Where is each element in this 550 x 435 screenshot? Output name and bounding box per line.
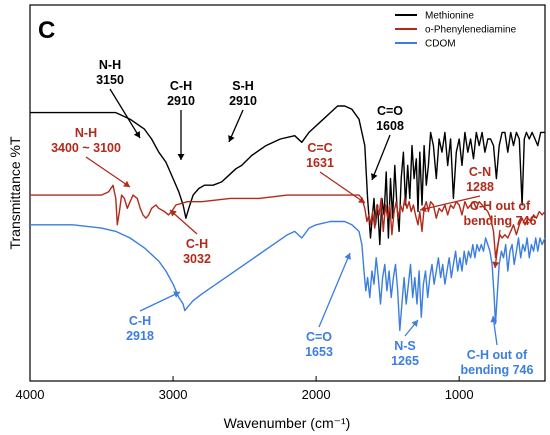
annotation-label: C=O	[306, 330, 332, 344]
annotation-value: 2918	[126, 329, 154, 343]
x-tick-label: 4000	[16, 387, 45, 402]
annotation-arrowhead	[492, 261, 500, 268]
annotation-arrow	[494, 229, 501, 269]
annotation-arrow	[371, 134, 391, 181]
annotation-label: N-H	[75, 126, 97, 140]
annotation-value: 2910	[229, 94, 257, 108]
annotation-value: 2910	[167, 94, 195, 108]
panel-letter: C	[38, 17, 55, 44]
annotation-label: S-H	[232, 79, 254, 93]
annotation-arrowhead	[228, 135, 235, 142]
annotation-arrowhead	[133, 131, 140, 138]
y-axis-title: Transmittance %T	[7, 136, 23, 250]
x-axis-ticks: 4000 3000 2000 1000	[16, 376, 474, 402]
annotation-label: C-H out of	[470, 199, 531, 213]
series-line-2	[30, 220, 546, 332]
annotation-value: bending 746	[461, 363, 534, 377]
annotation-arrow	[85, 156, 131, 188]
annotation-arrow	[318, 252, 351, 328]
annotation-label: N-S	[394, 339, 416, 353]
annotation-arrowhead	[170, 210, 177, 217]
annotation-arrowhead	[177, 154, 185, 160]
annotation-label: C-H	[129, 314, 151, 328]
annotation-arrow	[109, 88, 141, 139]
annotation-value: 1653	[305, 345, 333, 359]
annotation-value: 3400 ~ 3100	[51, 141, 121, 155]
annotation-arrowhead	[420, 205, 427, 213]
annotation-label: N-H	[99, 58, 121, 72]
x-axis-title: Wavenumber (cm⁻¹)	[224, 415, 351, 431]
annotation-arrowhead	[370, 173, 378, 180]
annotation-value: 3032	[183, 252, 211, 266]
plot-frame	[29, 4, 546, 382]
annotation-label: C-H	[186, 237, 208, 251]
annotation-label: C=O	[377, 104, 403, 118]
annotation-value: 1265	[391, 354, 419, 368]
annotation-label: C-N	[469, 165, 491, 179]
annotation-arrow	[139, 291, 181, 312]
annotation-arrow	[169, 209, 198, 235]
annotation-arrowhead	[123, 180, 130, 187]
annotation-label: C=C	[307, 141, 332, 155]
legend-label: CDOM	[425, 39, 456, 50]
annotation-arrow	[419, 195, 481, 211]
annotation-arrowhead	[358, 196, 365, 203]
annotation-value: 3150	[96, 73, 124, 87]
legend: Methionine o-Phenylenediamine CDOM	[395, 11, 517, 50]
annotation-value: 1288	[466, 180, 494, 194]
annotation-label: C-H	[170, 79, 192, 93]
annotation-arrow	[319, 171, 366, 204]
x-tick-label: 2000	[302, 387, 331, 402]
legend-label: o-Phenylenediamine	[425, 25, 517, 36]
legend-label: Methionine	[425, 11, 474, 22]
annotation-value: 1608	[376, 119, 404, 133]
annotation-value: bending 746	[464, 214, 537, 228]
annotation-arrowhead	[344, 253, 351, 260]
annotation-arrowhead	[411, 320, 418, 327]
annotation-arrowhead	[173, 291, 180, 298]
annotation-arrowhead	[490, 316, 498, 323]
annotation-label: C-H out of	[467, 348, 528, 362]
x-tick-label: 1000	[445, 387, 474, 402]
annotation-value: 1631	[306, 156, 334, 170]
series-line-0	[30, 105, 545, 246]
x-tick-label: 3000	[159, 387, 188, 402]
